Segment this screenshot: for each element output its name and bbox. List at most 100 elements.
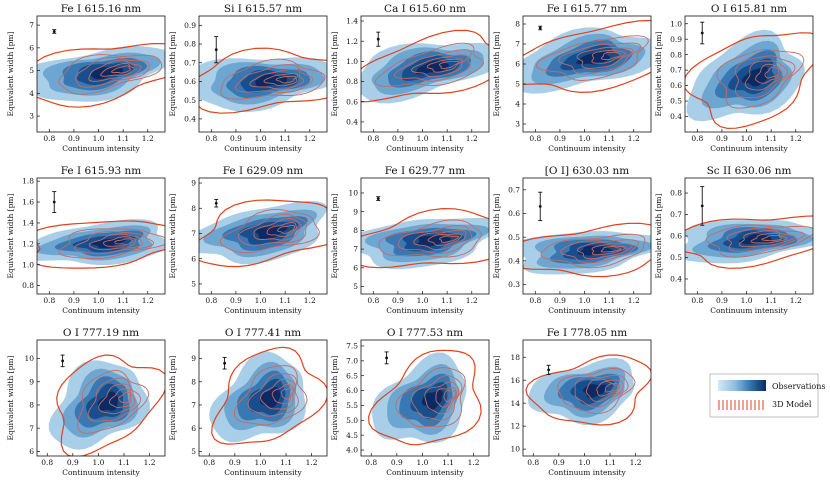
model-contour: [750, 232, 788, 244]
model-contour: [199, 199, 327, 268]
y-tick-label: 8: [515, 20, 520, 29]
panel-title: O I 777.41 nm: [225, 327, 301, 339]
y-axis-label: Equivalent width [pm]: [492, 355, 501, 440]
x-tick-label: 1.0: [255, 134, 267, 143]
y-tick-label: 8: [191, 204, 196, 213]
y-axis-label: Equivalent width [pm]: [654, 193, 663, 278]
model-contour: [413, 229, 467, 251]
y-tick-label: 4.0: [346, 446, 358, 455]
error-bar: [60, 354, 65, 368]
model-contour: [585, 378, 624, 402]
error-bar: [376, 196, 381, 201]
panel-10: 0.8 0.9 1.0 1.1 1.2 0.4 0.5 0.6 0.7 0.8 Sc II 630.…: [654, 165, 814, 315]
y-tick-label: 0.4: [346, 118, 358, 127]
y-axis-label: Equivalent width [pm]: [330, 31, 339, 116]
model-contour: [37, 43, 165, 108]
error-bar: [52, 29, 57, 34]
y-tick-label: 1.4: [22, 219, 34, 228]
contour-layer: [48, 354, 165, 456]
x-tick-label: 1.2: [304, 296, 316, 305]
plot-frame: [198, 339, 328, 457]
panel-title: Fe I 615.16 nm: [61, 3, 142, 15]
x-axis-label: Continuum intensity: [62, 144, 140, 153]
y-tick-label: 7: [29, 21, 34, 30]
y-tick-label: 16: [510, 376, 520, 385]
plot-frame: [198, 177, 328, 295]
x-tick-label: 0.8: [527, 458, 539, 467]
panel-title: Sc II 630.06 nm: [707, 165, 792, 177]
y-tick-label: 4.5: [346, 431, 358, 440]
x-tick-label: 0.8: [203, 458, 215, 467]
y-tick-label: 0.8: [184, 40, 196, 49]
y-axis-label: Equivalent width [pm]: [654, 31, 663, 116]
model-contour: [411, 375, 463, 421]
y-tick-label: 7.0: [346, 356, 358, 365]
x-tick-label: 1.1: [442, 458, 454, 467]
y-tick-label: 0.4: [670, 275, 682, 284]
model-contour: [535, 35, 649, 81]
panel-title: Fe I 778.05 nm: [547, 327, 628, 339]
panel-3: 0.8 0.9 1.0 1.1 1.2 0.4 0.6 0.8 1.0 1.2 1.4 Ca I 61…: [330, 3, 490, 153]
y-tick-label: 1.0: [346, 57, 358, 66]
x-tick-label: 1.2: [790, 296, 802, 305]
contour-layer: [685, 215, 813, 269]
x-tick-label: 0.9: [68, 134, 80, 143]
model-contour: [100, 62, 135, 77]
y-tick-label: 1.4: [346, 17, 358, 26]
y-tick-label: 6: [191, 254, 196, 263]
x-tick-label: 1.2: [144, 458, 156, 467]
model-contour: [367, 349, 482, 446]
y-tick-label: 0.6: [184, 77, 196, 86]
model-contour: [685, 32, 813, 130]
x-tick-label: 1.1: [765, 296, 777, 305]
model-contour: [755, 63, 783, 84]
model-contour: [523, 222, 651, 278]
panel-title: O I 777.19 nm: [63, 327, 139, 339]
y-tick-label: 5: [353, 282, 358, 291]
panel-12: 0.8 0.9 1.0 1.1 1.2 5 6 7 8 9 O I 777.41 nm Continu…: [168, 327, 328, 477]
x-tick-label: 0.8: [529, 134, 541, 143]
model-contour: [361, 207, 489, 269]
y-tick-label: 0.4: [670, 112, 682, 121]
model-contour: [576, 242, 633, 260]
model-contour: [591, 49, 627, 64]
contour-layer: [37, 219, 165, 269]
model-contour: [424, 381, 460, 415]
contour-layer: [209, 346, 327, 445]
x-axis-label: Continuum intensity: [548, 144, 626, 153]
x-tick-label: 1.1: [280, 458, 292, 467]
x-tick-label: 1.1: [279, 134, 291, 143]
panel-title: Fe I 629.77 nm: [385, 165, 466, 177]
contour-layer: [525, 354, 651, 426]
y-tick-label: 10: [348, 189, 358, 198]
y-tick-label: 1.2: [346, 37, 358, 46]
y-tick-label: 0.6: [670, 81, 682, 90]
panel-14: 0.8 0.9 1.0 1.1 1.2 10 12 14 16 18 Fe I 778.05 nm C…: [492, 327, 652, 477]
observation-contour: [259, 387, 281, 408]
panel-6: 0.8 0.9 1.0 1.1 1.2 0.8 1.0 1.2 1.4 1.6 1.8 Fe I 61…: [6, 165, 166, 315]
x-tick-label: 0.9: [230, 296, 242, 305]
y-tick-label: 0.5: [508, 233, 520, 242]
x-tick-label: 1.0: [741, 134, 753, 143]
x-tick-label: 1.1: [118, 458, 130, 467]
model-contour: [266, 222, 297, 238]
model-contour: [108, 388, 132, 409]
model-contour: [574, 374, 629, 408]
y-tick-label: 6: [353, 263, 358, 272]
model-contour: [98, 383, 136, 415]
y-tick-label: 5: [29, 66, 34, 75]
x-tick-label: 0.9: [67, 458, 79, 467]
model-contour: [271, 383, 295, 405]
y-tick-label: 0.8: [22, 281, 34, 290]
y-axis-label: Equivalent width [pm]: [330, 355, 339, 440]
y-tick-label: 5: [515, 80, 520, 89]
y-tick-label: 0.6: [346, 97, 358, 106]
model-contour: [275, 75, 297, 84]
x-tick-label: 0.8: [367, 296, 379, 305]
y-tick-label: 10: [510, 445, 520, 454]
legend: Observations 3D Model: [709, 373, 825, 418]
x-tick-label: 1.2: [142, 134, 154, 143]
model-contour: [393, 49, 472, 82]
x-axis-label: Continuum intensity: [224, 144, 302, 153]
